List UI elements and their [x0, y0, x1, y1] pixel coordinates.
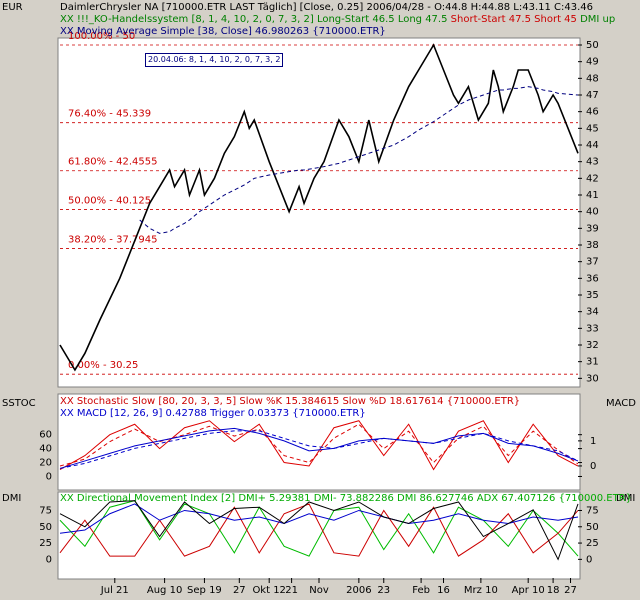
y-tick-label: 42	[586, 173, 599, 184]
price-header: DaimlerChrysler NA [710000.ETR LAST Tägl…	[60, 2, 594, 13]
level-label: 50.00% - 40.125	[68, 196, 151, 207]
level-label: 100.00% - 50	[68, 31, 135, 42]
y-tick-label: 38	[586, 240, 599, 251]
sstoc-label: SSTOC	[2, 398, 36, 409]
y-tick-label: 31	[586, 357, 599, 368]
y-tick-label: 47	[586, 90, 599, 101]
level-label: 38.20% - 37.7945	[68, 234, 157, 245]
level-label: 76.40% - 45.339	[68, 109, 151, 120]
x-tick-label: 2006	[346, 585, 371, 596]
eur-label: EUR	[2, 2, 23, 13]
y-tick-label: 46	[586, 107, 599, 118]
y-tick-label: 60	[39, 430, 52, 441]
x-tick-label: Sep 19	[187, 585, 222, 596]
y-tick-label: 30	[586, 373, 599, 384]
y-tick-label: 39	[586, 223, 599, 234]
series-line	[59, 423, 579, 467]
y-tick-label: 25	[39, 538, 52, 549]
y2-tick-label: 1	[590, 436, 596, 447]
x-tick-label: Aug 10	[147, 585, 182, 596]
x-tick-label: 18	[547, 585, 560, 596]
short-text: Short-Start 47.5 Short 45	[450, 14, 577, 25]
series-line	[59, 500, 579, 561]
long-text: Long-Start 46.5 Long 47.5	[316, 14, 448, 25]
y-tick-label: 0	[586, 554, 592, 565]
y-tick-label: 43	[586, 157, 599, 168]
x-tick-label: Mrz 10	[464, 585, 498, 596]
y-tick-label: 50	[586, 522, 599, 533]
y-tick-label: 49	[586, 57, 599, 68]
x-tick-label: Nov	[309, 585, 329, 596]
y-tick-label: 44	[586, 140, 599, 151]
x-tick-label: 16	[437, 585, 450, 596]
series-line	[59, 43, 579, 372]
series-line	[59, 500, 579, 557]
x-tick-label: Okt 12	[252, 585, 286, 596]
signal-box: 20.04.06: 8, 1, 4, 10, 2, 0, 7, 3, 2	[145, 53, 284, 67]
dmi-panel	[57, 491, 581, 580]
y-tick-label: 25	[586, 538, 599, 549]
x-tick-label: Feb	[412, 585, 430, 596]
y-tick-label: 50	[586, 40, 599, 51]
y-tick-label: 36	[586, 273, 599, 284]
ma-header: XX Moving Average Simple [38, Close] 46.…	[60, 26, 386, 37]
series-line	[59, 427, 579, 469]
dmi-left-label: DMI	[2, 493, 22, 504]
level-label: 61.80% - 42.4555	[68, 157, 157, 168]
y-tick-label: 45	[586, 123, 599, 134]
dmi-right-label: DMI	[616, 493, 636, 504]
dmi-text: DMI up	[580, 14, 616, 25]
price-panel	[57, 37, 581, 388]
y-tick-label: 34	[586, 307, 599, 318]
y-tick-label: 75	[39, 505, 52, 516]
y-tick-label: 20	[39, 458, 52, 469]
y-tick-label: 48	[586, 73, 599, 84]
y-tick-label: 35	[586, 290, 599, 301]
y-tick-label: 0	[46, 554, 52, 565]
dmi-header: XX Directional Movement Index [2] DMI+ 5…	[60, 493, 633, 504]
x-tick-label: Jul 21	[100, 585, 129, 596]
macd-header: XX MACD [12, 26, 9] 0.42788 Trigger 0.03…	[60, 408, 366, 419]
y-tick-label: 41	[586, 190, 599, 201]
x-tick-label: Apr 10	[512, 585, 545, 596]
y-tick-label: 37	[586, 257, 599, 268]
level-label: 0.00% - 30.25	[68, 360, 138, 371]
oscillator-panel	[57, 393, 581, 491]
y-tick-label: 75	[586, 505, 599, 516]
y2-tick-label: 0	[590, 461, 596, 472]
y-tick-label: 32	[586, 340, 599, 351]
macd-label: MACD	[606, 398, 636, 409]
y-tick-label: 40	[586, 207, 599, 218]
system-name: XX !!!_KO-Handelssystem [8, 1, 4, 10, 2,…	[60, 14, 314, 25]
y-tick-label: 0	[46, 471, 52, 482]
stoch-header: XX Stochastic Slow [80, 20, 3, 3, 5] Slo…	[60, 396, 521, 407]
series-line	[59, 503, 579, 534]
system-header: XX !!!_KO-Handelssystem [8, 1, 4, 10, 2,…	[60, 14, 638, 26]
y-tick-label: 33	[586, 323, 599, 334]
x-tick-label: 21	[285, 585, 298, 596]
series-line	[59, 503, 579, 557]
x-tick-label: 27	[233, 585, 246, 596]
x-tick-label: 27	[564, 585, 577, 596]
x-tick-label: 23	[377, 585, 390, 596]
series-line	[59, 430, 579, 469]
y-tick-label: 50	[39, 522, 52, 533]
y-tick-label: 40	[39, 444, 52, 455]
